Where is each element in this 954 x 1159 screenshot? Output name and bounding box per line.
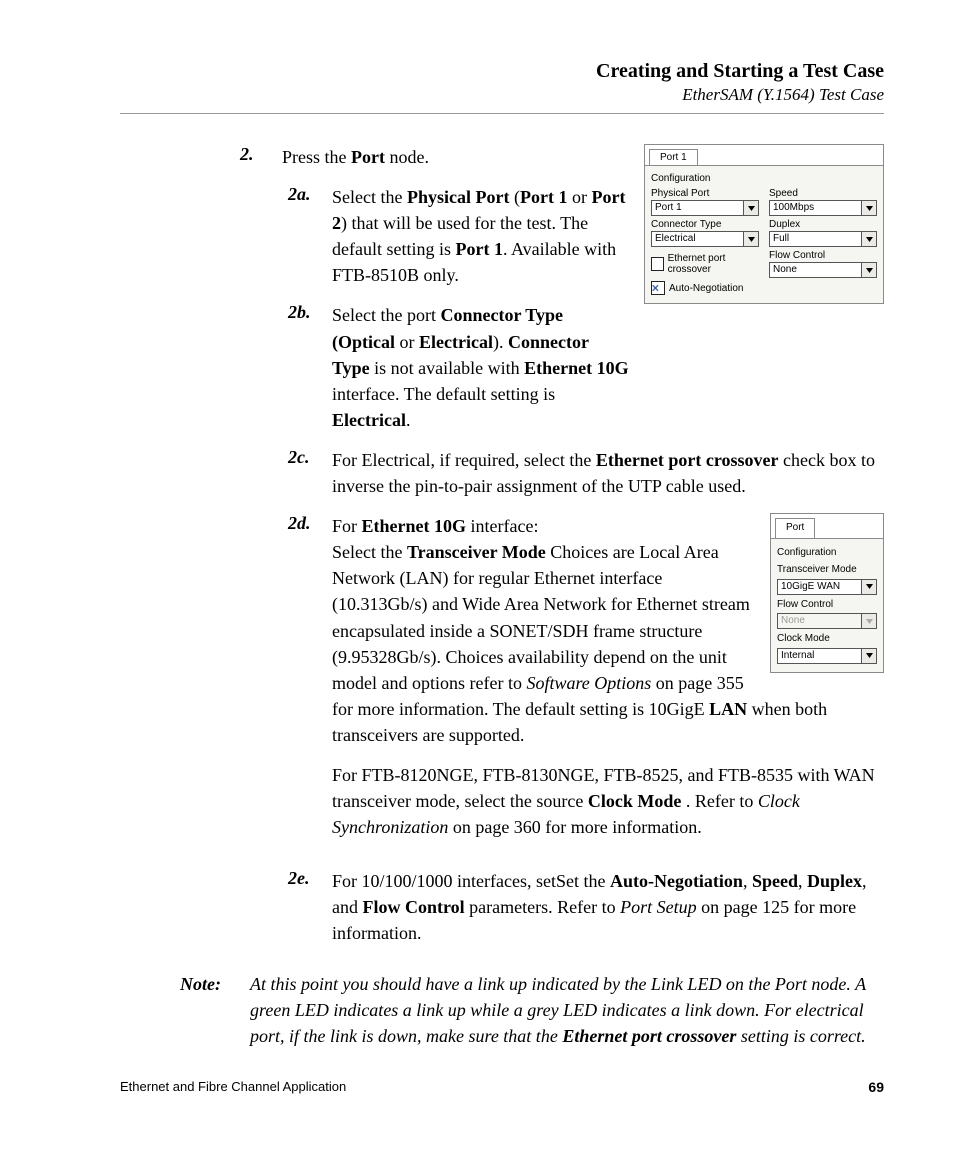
fig1-connector-label: Connector Type [651, 219, 759, 230]
fig1-flow-value: None [769, 262, 862, 278]
chevron-down-icon [744, 200, 759, 216]
substep-2b-number: 2b. [288, 302, 332, 323]
substep-2e-text: For 10/100/1000 interfaces, setSet the A… [332, 868, 884, 946]
fig1-section-label: Configuration [651, 173, 877, 184]
chevron-down-icon [862, 200, 877, 216]
substep-2e-number: 2e. [288, 868, 332, 889]
substep-2a-text: Select the Physical Port (Port 1 or Port… [332, 184, 630, 288]
checkbox-checked-icon [651, 281, 665, 295]
step-2-number: 2. [120, 144, 282, 165]
fig2-flow-dropdown: None [777, 613, 877, 629]
chevron-down-icon [862, 613, 877, 629]
fig1-speed-value: 100Mbps [769, 200, 862, 216]
chevron-down-icon [862, 231, 877, 247]
substep-2d-text: Port Configuration Transceiver Mode 10Gi… [332, 513, 884, 854]
substep-2d-number: 2d. [288, 513, 332, 534]
fig2-clock-label: Clock Mode [777, 632, 877, 647]
fig1-speed-dropdown[interactable]: 100Mbps [769, 200, 877, 216]
figure-port-10g-config: Port Configuration Transceiver Mode 10Gi… [770, 513, 884, 673]
fig2-flow-label: Flow Control [777, 598, 877, 613]
fig1-flow-label: Flow Control [769, 250, 877, 261]
footer-page-number: 69 [868, 1079, 884, 1095]
substep-2c-number: 2c. [288, 447, 332, 468]
fig1-physical-port-label: Physical Port [651, 188, 759, 199]
page-section-subtitle: EtherSAM (Y.1564) Test Case [120, 85, 884, 105]
fig1-crossover-label: Ethernet port crossover [668, 253, 759, 275]
fig2-tab: Port [775, 518, 815, 538]
chevron-down-icon [744, 231, 759, 247]
footer-title: Ethernet and Fibre Channel Application [120, 1079, 346, 1095]
substep-2a-number: 2a. [288, 184, 332, 205]
fig2-flow-value: None [777, 613, 862, 629]
fig1-physical-port-dropdown[interactable]: Port 1 [651, 200, 759, 216]
fig1-duplex-dropdown[interactable]: Full [769, 231, 877, 247]
fig1-autoneg-label: Auto-Negotiation [669, 283, 744, 294]
fig1-speed-label: Speed [769, 188, 877, 199]
chevron-down-icon [862, 262, 877, 278]
fig2-clock-value: Internal [777, 648, 862, 664]
fig1-connector-dropdown[interactable]: Electrical [651, 231, 759, 247]
checkbox-empty-icon [651, 257, 664, 271]
fig2-transceiver-label: Transceiver Mode [777, 563, 877, 578]
fig1-flow-dropdown[interactable]: None [769, 262, 877, 278]
fig1-physical-port-value: Port 1 [651, 200, 744, 216]
fig1-crossover-checkbox[interactable]: Ethernet port crossover [651, 253, 759, 275]
step-2-text: Press the Port node. [282, 144, 630, 170]
figure-port1-config: Port 1 Configuration Physical Port Port … [644, 144, 884, 304]
fig2-transceiver-value: 10GigE WAN [777, 579, 862, 595]
substep-2d-para2: For FTB-8120NGE, FTB-8130NGE, FTB-8525, … [332, 762, 884, 840]
fig2-section-label: Configuration [777, 546, 877, 561]
substep-2b-text: Select the port Connector Type (Optical … [332, 302, 630, 432]
fig1-autoneg-checkbox[interactable]: Auto-Negotiation [651, 281, 759, 295]
fig1-duplex-label: Duplex [769, 219, 877, 230]
fig1-duplex-value: Full [769, 231, 862, 247]
chevron-down-icon [862, 648, 877, 664]
note-label: Note: [180, 971, 250, 997]
fig1-tab: Port 1 [649, 149, 698, 165]
header-rule [120, 113, 884, 114]
page-section-title: Creating and Starting a Test Case [120, 60, 884, 83]
fig2-transceiver-dropdown[interactable]: 10GigE WAN [777, 579, 877, 595]
fig2-clock-dropdown[interactable]: Internal [777, 648, 877, 664]
fig1-connector-value: Electrical [651, 231, 744, 247]
substep-2c-text: For Electrical, if required, select the … [332, 447, 884, 499]
note-text: At this point you should have a link up … [250, 971, 884, 1049]
chevron-down-icon [862, 579, 877, 595]
